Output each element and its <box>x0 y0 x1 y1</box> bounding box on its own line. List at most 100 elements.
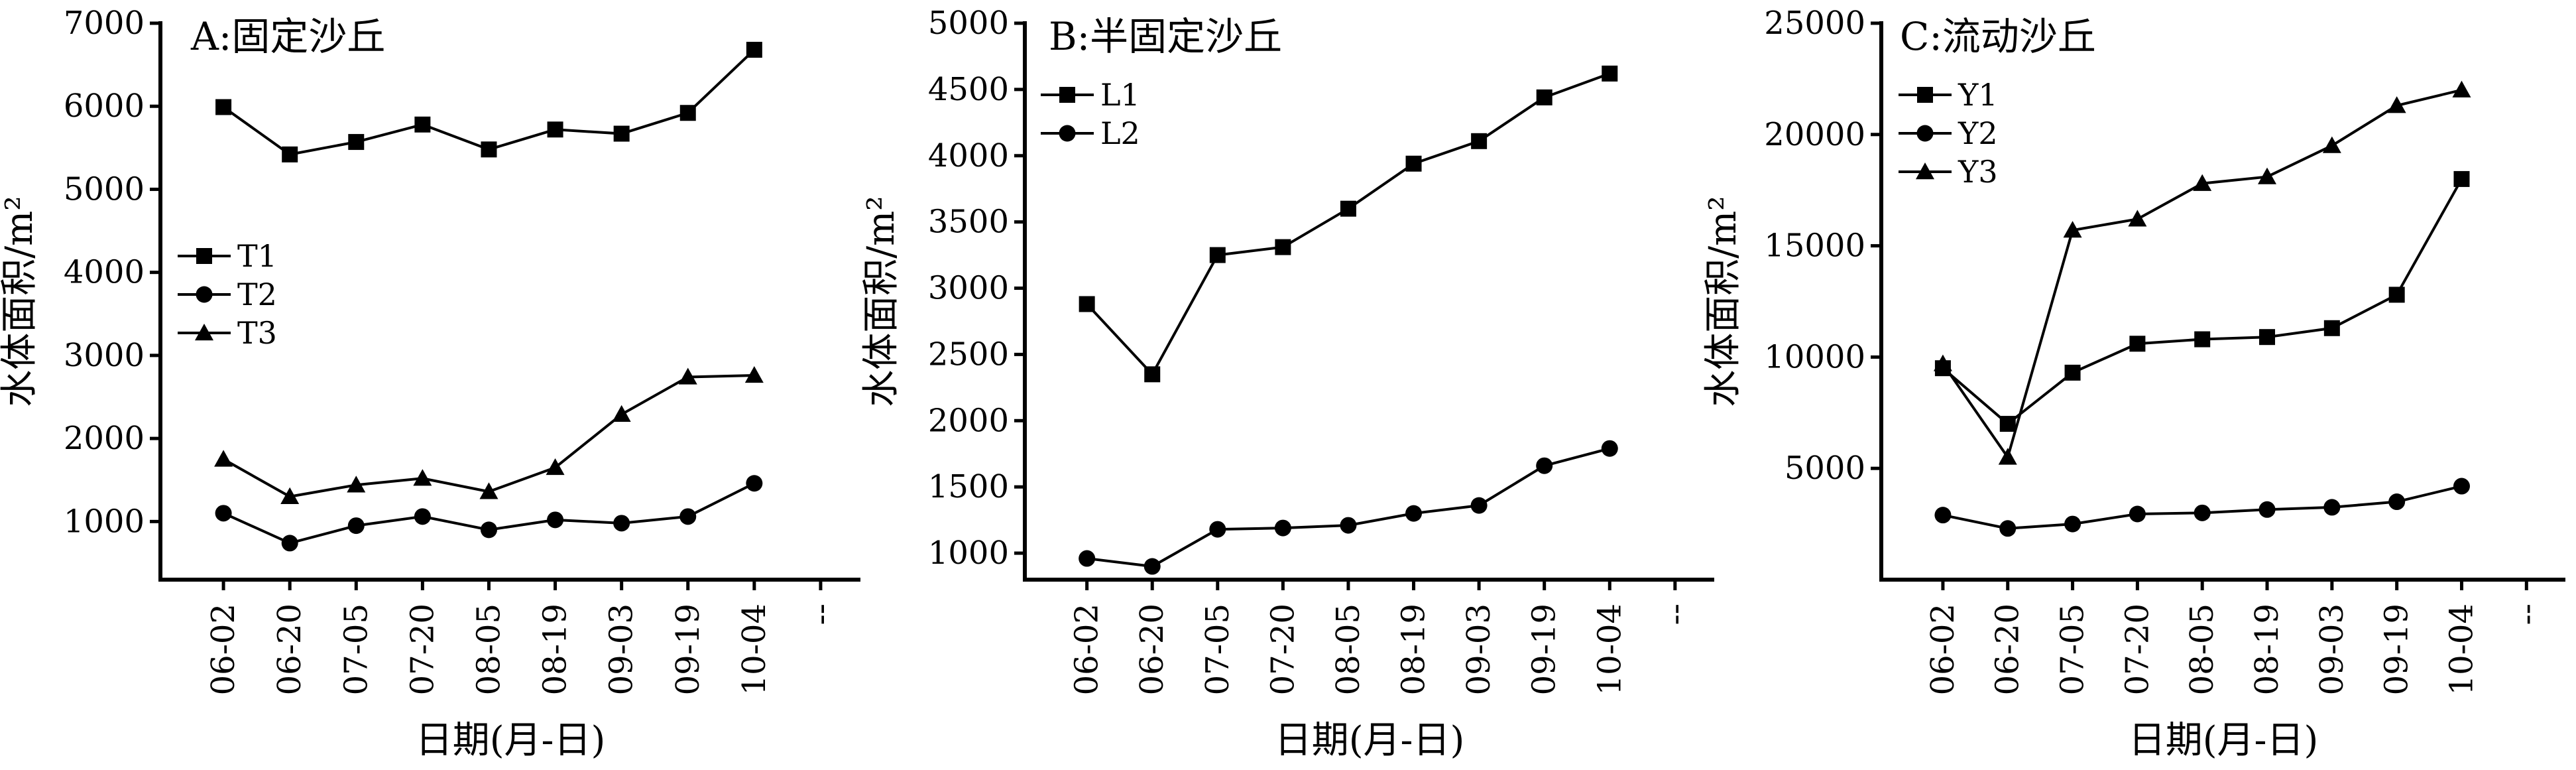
data-point-Y3 <box>2387 96 2406 113</box>
data-point-T3 <box>678 367 697 385</box>
data-point-L2 <box>1470 497 1488 514</box>
data-point-Y3 <box>2063 221 2082 238</box>
data-point-Y2 <box>2194 504 2211 521</box>
x-tick-label: 08-19 <box>1395 604 1433 695</box>
data-point-T3 <box>347 476 366 493</box>
data-point-T1 <box>547 121 563 138</box>
data-point-Y2 <box>2129 505 2146 523</box>
x-tick-label: 09-19 <box>670 604 707 695</box>
x-tick-label: 09-03 <box>2313 604 2351 695</box>
data-point-L1 <box>1079 296 1095 312</box>
x-tick-label: 09-19 <box>1526 604 1563 695</box>
x-tick-label: -- <box>802 604 839 625</box>
series-line-L1 <box>1086 72 1610 377</box>
legend-marker-T3 <box>195 324 213 341</box>
legend-marker-Y2 <box>1916 125 1934 142</box>
series-line-T1 <box>222 48 756 156</box>
x-axis-title: 日期(月-日) <box>416 719 606 762</box>
data-point-T2 <box>613 515 630 532</box>
data-point-L2 <box>1209 521 1226 538</box>
legend-marker-T1 <box>196 248 212 264</box>
data-point-L1 <box>1144 366 1161 383</box>
data-point-Y1 <box>2323 320 2340 336</box>
data-point-T3 <box>546 458 565 476</box>
legend-label-L2: L2 <box>1100 115 1140 151</box>
data-point-T1 <box>282 146 298 162</box>
data-point-T2 <box>215 505 232 522</box>
data-point-L1 <box>1602 65 1618 82</box>
data-point-Y3 <box>2258 167 2277 184</box>
data-point-T1 <box>348 134 365 151</box>
chart-panel-1: 1000 2000 3000 4000 5000 6000 7000 06-02 06-20 07… <box>0 5 860 762</box>
y-tick-label: 5000 <box>928 5 1009 42</box>
y-tick-label: 20000 <box>1764 116 1865 153</box>
x-tick-label: 08-05 <box>470 604 507 695</box>
y-tick-label: 7000 <box>64 5 145 42</box>
series-line-L2 <box>1086 447 1610 568</box>
legend-marker-T2 <box>196 286 213 303</box>
legend-marker-L2 <box>1059 125 1076 142</box>
y-tick-label: 1000 <box>64 503 145 540</box>
x-tick-label: 06-02 <box>1069 604 1106 695</box>
y-tick-label: 1500 <box>928 468 1009 505</box>
data-point-Y3 <box>2452 80 2471 97</box>
series-line-Y1 <box>1942 178 2463 426</box>
data-point-T1 <box>613 125 630 142</box>
data-point-T3 <box>479 482 498 499</box>
x-tick-label: 06-02 <box>205 604 242 695</box>
data-point-Y2 <box>2064 515 2081 533</box>
x-tick-label: 10-04 <box>736 604 773 695</box>
data-point-T2 <box>414 508 431 525</box>
data-point-L2 <box>1405 505 1423 522</box>
data-point-T2 <box>281 535 298 552</box>
legend-label-T1: T1 <box>237 238 277 274</box>
data-point-Y1 <box>1999 416 2016 432</box>
y-tick-label: 1000 <box>928 535 1009 572</box>
x-tick-label: 06-20 <box>271 604 308 695</box>
y-tick-label: 3000 <box>928 270 1009 307</box>
data-point-Y2 <box>2258 501 2276 518</box>
data-point-Y3 <box>2322 136 2341 153</box>
legend-label-Y1: Y1 <box>1958 77 1998 113</box>
data-point-T2 <box>547 511 564 529</box>
x-tick-label: 07-05 <box>1199 604 1236 695</box>
legend-marker-Y1 <box>1917 87 1933 103</box>
chart-title: A:固定沙丘 <box>190 14 385 59</box>
legend-marker-Y3 <box>1916 162 1934 180</box>
y-tick-label: 3000 <box>64 337 145 374</box>
data-point-Y2 <box>2323 499 2341 516</box>
chart-panel-3: 5000 10000 15000 20000 25000 06-02 06-20 07-05 0… <box>1702 5 2565 762</box>
data-point-L2 <box>1274 519 1291 537</box>
x-tick-label: 08-19 <box>2249 604 2286 695</box>
y-axis-title: 水体面积/m² <box>860 196 903 407</box>
data-point-Y3 <box>2193 174 2212 191</box>
data-point-Y3 <box>2128 210 2147 227</box>
legend-label-Y3: Y3 <box>1958 154 1998 190</box>
data-point-Y3 <box>1933 354 1952 371</box>
y-tick-label: 4500 <box>928 71 1009 108</box>
x-tick-label: 06-20 <box>1989 604 2026 695</box>
x-tick-label: 06-20 <box>1134 604 1171 695</box>
legend-label-Y2: Y2 <box>1958 115 1998 151</box>
data-point-T2 <box>746 475 763 492</box>
y-tick-label: 25000 <box>1764 5 1865 42</box>
x-tick-label: 08-05 <box>1330 604 1367 695</box>
x-tick-label: 09-03 <box>603 604 640 695</box>
x-axis-title: 日期(月-日) <box>1275 719 1465 762</box>
data-point-Y1 <box>2129 336 2146 352</box>
series-line-Y3 <box>1942 88 2462 461</box>
x-tick-label: 07-20 <box>2119 604 2156 695</box>
y-tick-label: 4000 <box>928 137 1009 174</box>
y-tick-label: 10000 <box>1764 338 1865 375</box>
data-point-Y2 <box>2453 478 2470 495</box>
x-tick-label: 09-19 <box>2378 604 2416 695</box>
data-point-T3 <box>612 405 631 422</box>
legend-marker-L1 <box>1059 87 1075 103</box>
data-point-L1 <box>1340 200 1356 217</box>
x-tick-label: 07-05 <box>337 604 375 695</box>
data-point-Y1 <box>2453 170 2470 187</box>
y-tick-label: 2500 <box>928 336 1009 373</box>
data-point-T2 <box>347 517 365 535</box>
data-point-L1 <box>1405 155 1422 172</box>
